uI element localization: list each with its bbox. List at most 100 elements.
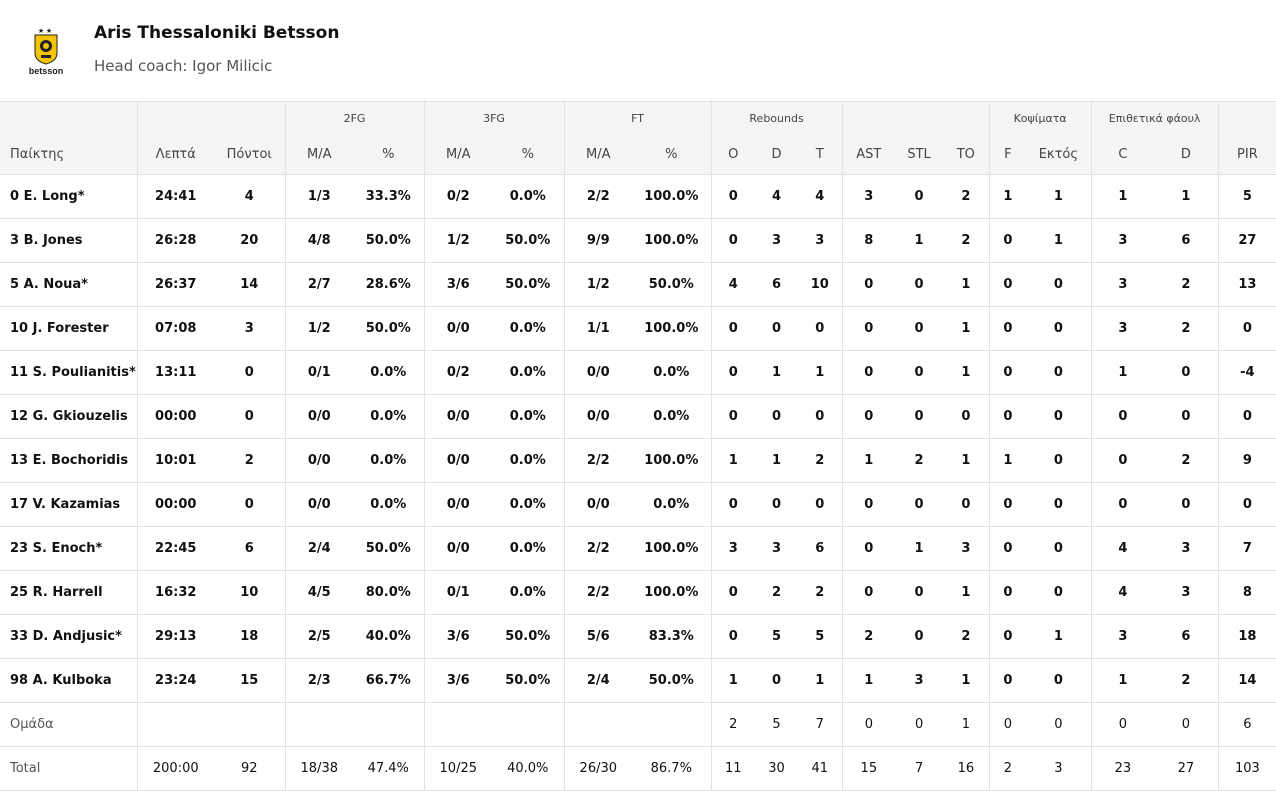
stat-blocks-against: 0	[1026, 394, 1092, 439]
stat-points	[214, 702, 285, 747]
stat-turnovers: 1	[943, 570, 990, 615]
stat-3fg-pct: 0.0%	[492, 438, 565, 483]
stat-steals: 0	[895, 174, 944, 219]
stat-ft-pct: 0.0%	[632, 482, 712, 527]
stat-2fg-made-attempted: 0/0	[284, 482, 353, 527]
stat-3fg-pct: 0.0%	[492, 394, 565, 439]
stat-ft-made-attempted: 0/0	[563, 394, 633, 439]
col-header-turnovers: TO	[943, 134, 990, 175]
stat-2fg-pct: 40.0%	[353, 614, 425, 659]
stat-blocks-against: 1	[1026, 614, 1092, 659]
stat-3fg-pct: 0.0%	[492, 350, 565, 395]
stat-fouls-committed: 4	[1090, 526, 1155, 571]
stat-3fg-pct: 0.0%	[492, 174, 565, 219]
stat-blocks-for: 0	[988, 570, 1027, 615]
stat-turnovers: 2	[943, 218, 990, 263]
stat-points: 6	[214, 526, 285, 571]
col-header-2fg-pct: %	[353, 134, 425, 175]
col-header-assists: AST	[841, 134, 896, 175]
stat-fouls-drawn: 2	[1154, 262, 1219, 307]
stat-assists: 3	[841, 174, 896, 219]
stat-reb-off: 1	[710, 658, 756, 703]
stat-reb-off: 2	[710, 702, 756, 747]
player-row: 3 B. Jones 26:28 20 4/8 50.0% 1/2 50.0% 9/9 100.…	[0, 218, 1276, 263]
stat-pir: 9	[1217, 438, 1276, 483]
stat-reb-total: 6	[798, 526, 843, 571]
stat-fouls-committed: 0	[1090, 482, 1155, 527]
stat-ft-pct: 86.7%	[632, 746, 712, 791]
stat-ft-made-attempted	[563, 702, 633, 747]
stat-3fg-made-attempted: 0/0	[423, 482, 493, 527]
stat-2fg-pct: 0.0%	[353, 482, 425, 527]
stat-fouls-drawn: 6	[1154, 614, 1219, 659]
stat-pir: 0	[1217, 306, 1276, 351]
stat-reb-total: 5	[798, 614, 843, 659]
stat-ft-pct: 0.0%	[632, 350, 712, 395]
group-header-row: 2FG 3FG FT Rebounds Κοψίματα Επιθετικά φ…	[0, 101, 1276, 134]
player-row: 5 A. Noua* 26:37 14 2/7 28.6% 3/6 50.0% 1/2 50.0…	[0, 262, 1276, 307]
stat-fouls-committed: 0	[1090, 438, 1155, 483]
stat-2fg-pct: 50.0%	[353, 526, 425, 571]
stat-pir: 27	[1217, 218, 1276, 263]
player-name: 3 B. Jones	[0, 218, 137, 263]
stat-2fg-made-attempted: 2/4	[284, 526, 353, 571]
stat-assists: 0	[841, 306, 896, 351]
stat-ft-made-attempted: 26/30	[563, 746, 633, 791]
stat-blocks-against: 1	[1026, 174, 1092, 219]
stat-fouls-committed: 3	[1090, 218, 1155, 263]
stat-blocks-for: 2	[988, 746, 1027, 791]
group-rebounds: Rebounds	[710, 101, 843, 134]
stat-fouls-drawn: 0	[1154, 482, 1219, 527]
stat-turnovers: 1	[943, 306, 990, 351]
stat-2fg-pct: 0.0%	[353, 350, 425, 395]
stat-blocks-against: 0	[1026, 482, 1092, 527]
stat-assists: 0	[841, 262, 896, 307]
stat-2fg-made-attempted: 0/0	[284, 394, 353, 439]
stat-turnovers: 3	[943, 526, 990, 571]
stat-steals: 0	[895, 394, 944, 439]
stat-reb-def: 3	[755, 218, 799, 263]
player-name: 23 S. Enoch*	[0, 526, 137, 571]
stat-steals: 0	[895, 702, 944, 747]
stat-assists: 15	[841, 746, 896, 791]
stat-turnovers: 1	[943, 438, 990, 483]
stat-reb-total: 3	[798, 218, 843, 263]
stat-blocks-for: 0	[988, 482, 1027, 527]
stat-reb-total: 1	[798, 350, 843, 395]
player-row: 33 D. Andjusic* 29:13 18 2/5 40.0% 3/6 50.0% 5/…	[0, 614, 1276, 659]
stat-ft-pct: 100.0%	[632, 218, 712, 263]
stat-3fg-pct: 0.0%	[492, 570, 565, 615]
stat-steals: 1	[895, 218, 944, 263]
stat-3fg-made-attempted: 1/2	[423, 218, 493, 263]
stat-2fg-made-attempted: 0/0	[284, 438, 353, 483]
stat-reb-def: 0	[755, 482, 799, 527]
stat-ft-pct: 100.0%	[632, 570, 712, 615]
stat-reb-off: 3	[710, 526, 756, 571]
stat-ft-made-attempted: 1/1	[563, 306, 633, 351]
player-name: 33 D. Andjusic*	[0, 614, 137, 659]
stat-reb-total: 41	[798, 746, 843, 791]
stat-reb-total: 2	[798, 438, 843, 483]
stat-pir: 14	[1217, 658, 1276, 703]
svg-text:★: ★	[38, 27, 44, 35]
stat-fouls-committed: 3	[1090, 614, 1155, 659]
stat-minutes	[136, 702, 214, 747]
group-2fg: 2FG	[284, 101, 425, 134]
stat-minutes: 26:28	[136, 218, 214, 263]
stat-reb-off: 0	[710, 174, 756, 219]
player-name: 17 V. Kazamias	[0, 482, 137, 527]
stat-blocks-against: 0	[1026, 570, 1092, 615]
stat-2fg-pct: 50.0%	[353, 218, 425, 263]
stat-blocks-for: 0	[988, 702, 1027, 747]
stat-2fg-pct: 0.0%	[353, 394, 425, 439]
stat-steals: 0	[895, 262, 944, 307]
team-row: Ομάδα 2 5 7 0 0 1 0 0 0 0 6	[0, 702, 1276, 747]
col-header-points: Πόντοι	[214, 134, 285, 175]
stat-pir: 103	[1217, 746, 1276, 791]
col-header-ft-pct: %	[632, 134, 712, 175]
stat-fouls-committed: 0	[1090, 394, 1155, 439]
stat-reb-total: 1	[798, 658, 843, 703]
stat-reb-def: 4	[755, 174, 799, 219]
player-name: Ομάδα	[0, 702, 137, 747]
stat-minutes: 23:24	[136, 658, 214, 703]
